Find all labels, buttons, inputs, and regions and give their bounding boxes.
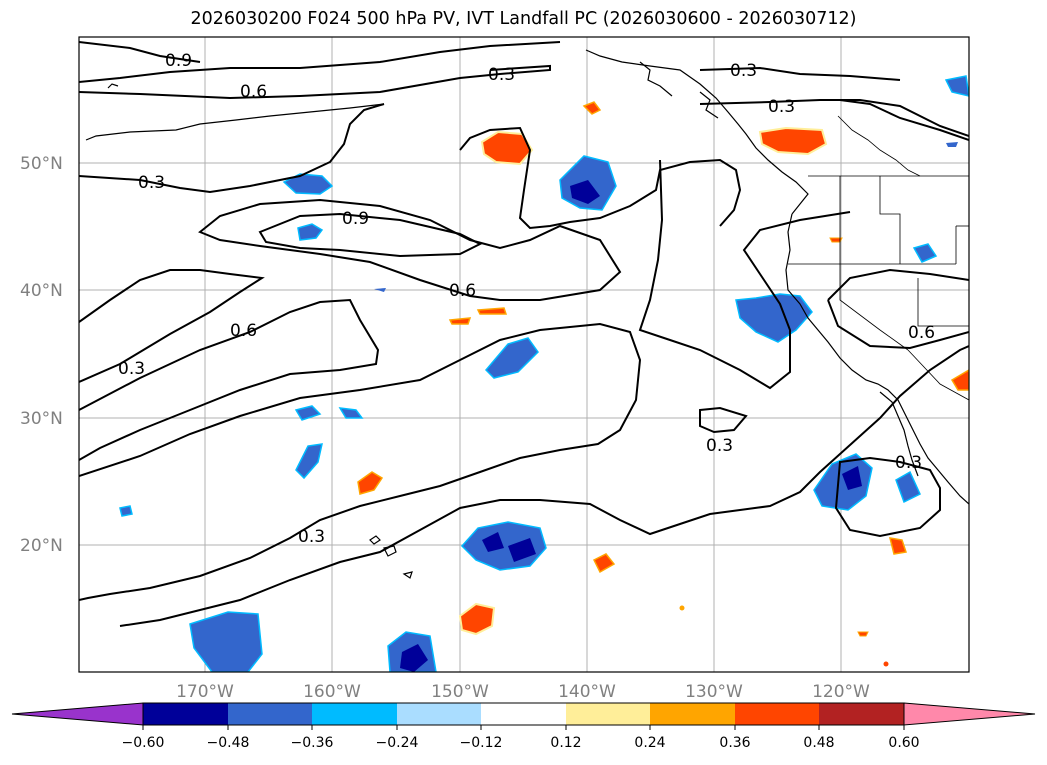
contour-labels: 0.9 0.6 0.3 0.3 0.3 0.3 0.9 0.6 0.6 0.3 … bbox=[118, 51, 935, 547]
colorbar-segment bbox=[650, 703, 735, 725]
colorbar-segment bbox=[228, 703, 312, 725]
contour-label: 0.3 bbox=[298, 527, 325, 547]
contour-label: 0.3 bbox=[895, 453, 922, 473]
lon-label: 120°W bbox=[812, 682, 870, 702]
colorbar-segment bbox=[481, 703, 566, 725]
gridlines bbox=[79, 37, 969, 672]
lat-label: 40°N bbox=[20, 281, 63, 301]
coastlines bbox=[85, 49, 969, 579]
borders bbox=[788, 115, 969, 401]
colorbar-tick-label: 0.60 bbox=[888, 735, 919, 751]
colorbar-tick-label: −0.24 bbox=[376, 735, 419, 751]
contour-label: 0.3 bbox=[706, 436, 733, 456]
colorbar-tick-label: −0.12 bbox=[460, 735, 503, 751]
colorbar-segment bbox=[735, 703, 819, 725]
colorbar-tick-label: −0.48 bbox=[207, 735, 250, 751]
colorbar-tick-label: −0.36 bbox=[291, 735, 334, 751]
colorbar-segment bbox=[143, 703, 228, 725]
lat-label: 30°N bbox=[20, 409, 63, 429]
contour-label: 0.3 bbox=[730, 61, 757, 81]
colorbar-segment bbox=[819, 703, 904, 725]
colorbar-tick-label: 0.48 bbox=[803, 735, 834, 751]
colorbar-segment bbox=[566, 703, 650, 725]
lon-label: 130°W bbox=[685, 682, 743, 702]
contour-label: 0.3 bbox=[118, 359, 145, 379]
contour-label: 0.9 bbox=[342, 209, 369, 229]
colorbar: −0.60 −0.48 −0.36 −0.24 −0.12 0.12 0.24 … bbox=[11, 702, 1036, 751]
contour-label: 0.3 bbox=[138, 173, 165, 193]
colorbar-segment bbox=[397, 703, 481, 725]
contour-label: 0.3 bbox=[768, 97, 795, 117]
colorbar-extend-min bbox=[11, 702, 144, 726]
figure-title: 2026030200 F024 500 hPa PV, IVT Landfall… bbox=[190, 9, 857, 29]
lon-label: 150°W bbox=[431, 682, 489, 702]
map-content: 0.9 0.6 0.3 0.3 0.3 0.3 0.9 0.6 0.6 0.3 … bbox=[79, 37, 969, 672]
contour-label: 0.6 bbox=[908, 323, 935, 343]
lon-label: 170°W bbox=[176, 682, 234, 702]
contour-lines bbox=[79, 41, 969, 627]
colorbar-tick-label: 0.12 bbox=[550, 735, 581, 751]
colorbar-extend-max bbox=[903, 702, 1036, 726]
lon-label: 160°W bbox=[303, 682, 361, 702]
map-frame bbox=[78, 36, 970, 673]
colorbar-outline bbox=[142, 702, 905, 726]
lat-label: 50°N bbox=[20, 154, 63, 174]
colorbar-tick-label: 0.36 bbox=[719, 735, 750, 751]
colorbar-tick-label: −0.60 bbox=[122, 735, 165, 751]
colorbar-tick-label: 0.24 bbox=[634, 735, 665, 751]
contour-label: 0.9 bbox=[165, 51, 192, 71]
contour-label: 0.6 bbox=[449, 281, 476, 301]
contour-label: 0.3 bbox=[488, 65, 515, 85]
lat-label: 20°N bbox=[20, 536, 63, 556]
pv-positive-shading bbox=[357, 101, 969, 667]
longitude-labels: 170°W 160°W 150°W 140°W 130°W 120°W bbox=[176, 682, 870, 702]
contour-label: 0.6 bbox=[240, 82, 267, 102]
lon-label: 140°W bbox=[558, 682, 616, 702]
pv-negative-shading bbox=[119, 75, 969, 672]
contour-label: 0.6 bbox=[230, 321, 257, 341]
latitude-labels: 50°N 40°N 30°N 20°N bbox=[20, 154, 63, 556]
colorbar-segment bbox=[312, 703, 397, 725]
